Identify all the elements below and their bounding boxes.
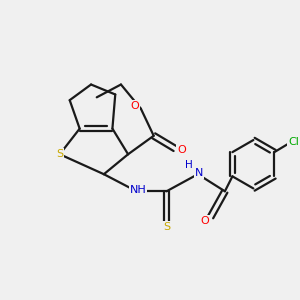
Text: H: H [185,160,193,170]
Text: O: O [201,216,209,226]
Text: S: S [56,149,63,159]
Text: NH: NH [130,185,146,195]
Text: Cl: Cl [288,137,299,147]
Text: O: O [130,101,139,111]
Text: N: N [195,168,203,178]
Text: S: S [163,222,170,232]
Text: O: O [177,145,186,155]
